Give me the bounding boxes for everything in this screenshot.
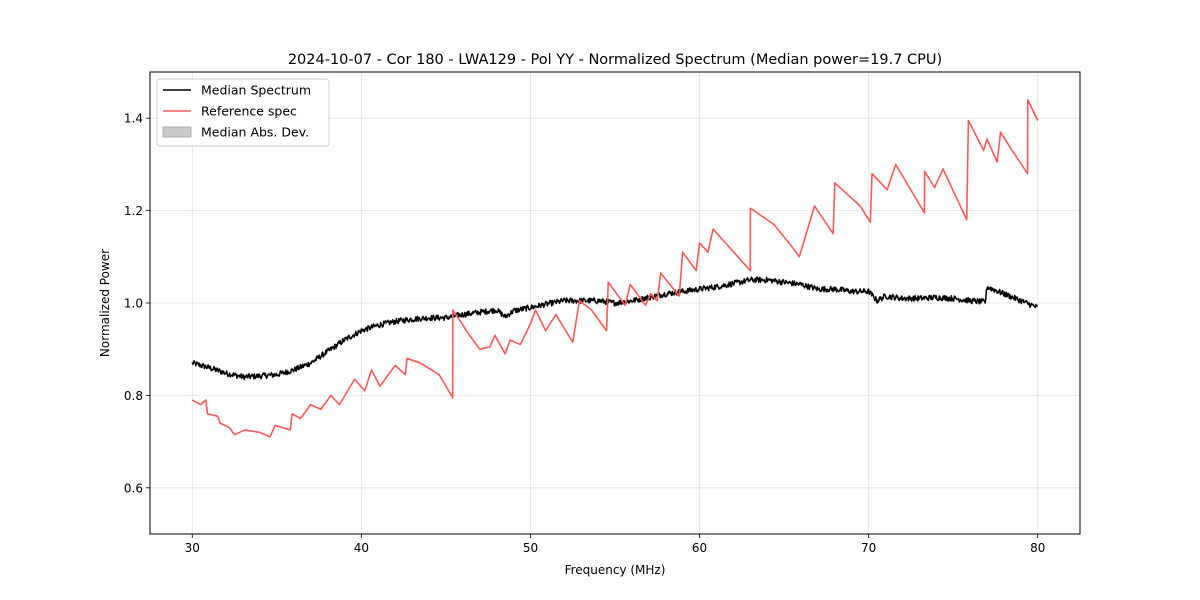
x-tick-label: 80 [1030, 541, 1045, 555]
legend-swatch-mad-band [162, 126, 192, 138]
y-tick-label: 1.2 [124, 204, 143, 218]
legend-box [156, 78, 330, 147]
y-tick-label: 0.6 [124, 481, 143, 495]
y-tick-label: 1.0 [124, 297, 143, 311]
reference-spec-line [191, 98, 1039, 438]
x-tick-label: 70 [861, 541, 876, 555]
x-tick-label: 40 [354, 541, 369, 555]
legend-label-reference-spec: Reference spec [201, 104, 297, 119]
x-tick-label: 60 [692, 541, 707, 555]
y-tick-label: 0.8 [124, 389, 143, 403]
plot-area [191, 98, 1039, 438]
x-axis: 30 40 50 60 70 80 [185, 534, 1045, 555]
legend-label-median-spectrum: Median Spectrum [201, 83, 311, 98]
x-axis-label: Frequency (MHz) [565, 563, 666, 577]
legend-label-mad-band: Median Abs. Dev. [201, 125, 309, 140]
series-group [191, 98, 1039, 438]
y-axis: 0.6 0.8 1.0 1.2 1.4 [124, 112, 150, 495]
x-tick-label: 30 [185, 541, 200, 555]
y-tick-label: 1.4 [124, 112, 143, 126]
y-axis-label: Normalized Power [98, 249, 112, 357]
chart-title: 2024-10-07 - Cor 180 - LWA129 - Pol YY -… [288, 52, 942, 68]
x-tick-label: 50 [523, 541, 538, 555]
legend: Median Spectrum Reference spec Median Ab… [156, 78, 330, 147]
median-spectrum-line [191, 276, 1038, 381]
